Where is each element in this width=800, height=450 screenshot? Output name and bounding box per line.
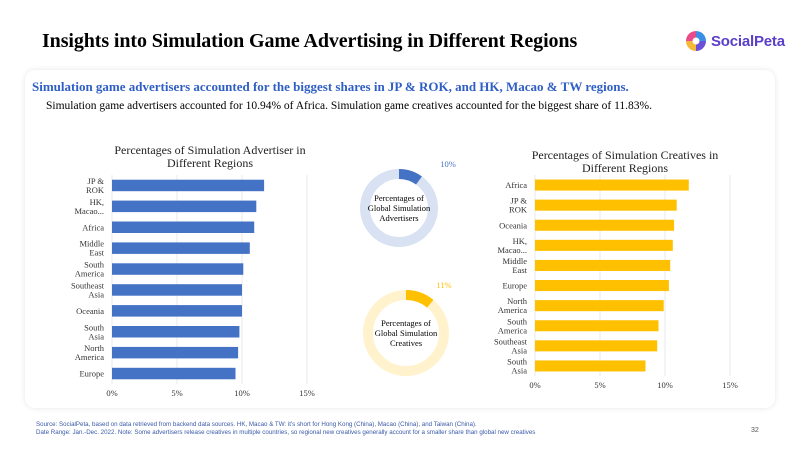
advertiser-bar [112, 305, 242, 317]
creative-category-label: Europe [502, 281, 527, 291]
advertiser-donut-segment [398, 169, 422, 185]
advertiser-bar [112, 263, 244, 275]
slide-title: Insights into Simulation Game Advertisin… [42, 30, 578, 52]
advertiser-donut-label: Percentages of Global Simulation Advertise… [368, 193, 431, 223]
advertiser-bar [112, 284, 242, 296]
advertiser-tick-label: 10% [234, 388, 250, 398]
creative-category-label: Middle East [502, 256, 527, 275]
creative-category-label: South America [498, 316, 528, 335]
advertiser-category-label: North America [75, 343, 105, 362]
creative-category-label: JP & ROK [509, 196, 528, 215]
creative-tick-label: 15% [722, 380, 738, 390]
socialpeta-logo-icon [686, 31, 706, 51]
advertiser-category-label: Oceania [76, 306, 104, 316]
advertiser-category-label: South Asia [84, 322, 105, 341]
creative-category-label: North America [498, 296, 528, 315]
creative-donut-segment [405, 290, 434, 308]
advertiser-category-label: Europe [79, 369, 104, 379]
creative-bar [535, 179, 689, 191]
advertiser-bar [112, 346, 239, 359]
advertiser-category-label: Africa [82, 222, 104, 232]
advertiser-category-label: South America [75, 260, 105, 279]
advertiser-bar [112, 179, 265, 192]
footer-line-2: Date Range: Jan.-Dec. 2022. Note: Some a… [36, 429, 536, 436]
advertiser-category-label: Middle East [79, 239, 104, 258]
creative-bar [535, 199, 677, 211]
advertiser-tick-label: 15% [299, 388, 315, 398]
creative-bar [535, 300, 664, 312]
footer-source: Source: SocialPeta, based on data retrie… [36, 421, 535, 437]
advertiser-category-label: Southeast Asia [71, 280, 105, 299]
subline: Simulation game advertisers accounted fo… [46, 100, 653, 112]
page-number: 32 [751, 427, 759, 434]
footer-line-1: Source: SocialPeta, based on data retrie… [36, 421, 477, 428]
advertiser-tick-label: 5% [171, 388, 182, 398]
creative-category-label: Oceania [499, 220, 527, 230]
creative-bar [535, 280, 669, 292]
socialpeta-logo: SocialPeta [684, 29, 785, 53]
creative-bar [535, 259, 671, 271]
logo-text: SocialPeta [711, 32, 785, 50]
creative-category-label: Southeast Asia [494, 336, 528, 355]
creative-category-label: HK, Macao... [497, 236, 527, 255]
advertiser-category-label: HK, Macao... [74, 197, 104, 216]
advertiser-donut-value-label: 10% [440, 159, 456, 169]
advertiser-tick-label: 0% [106, 388, 117, 398]
creative-tick-label: 5% [594, 380, 605, 390]
creative-category-label: Africa [505, 180, 527, 190]
advertiser-bar [112, 221, 255, 233]
creative-bar [535, 360, 646, 372]
creative-category-label: South Asia [507, 356, 528, 375]
creative-chart-title: Percentages of Simulation Creatives in D… [531, 148, 719, 175]
creative-bar [535, 340, 658, 352]
creative-bar [535, 239, 673, 251]
advertiser-bar [112, 200, 257, 213]
creative-bar [535, 219, 675, 231]
advertiser-bar [112, 242, 250, 254]
advertiser-bar [112, 367, 236, 380]
creative-bar [535, 320, 659, 332]
creative-tick-label: 0% [529, 380, 540, 390]
headline: Simulation game advertisers accounted fo… [32, 79, 629, 94]
creative-donut-label: Percentages of Global Simulation Creatives [375, 318, 438, 348]
advertiser-category-label: JP & ROK [86, 176, 105, 195]
creative-donut-value-label: 11% [436, 280, 451, 290]
advertiser-bar [112, 326, 240, 338]
advertiser-chart-title: Percentages of Simulation Advertiser in … [114, 143, 306, 170]
creative-tick-label: 10% [657, 380, 673, 390]
